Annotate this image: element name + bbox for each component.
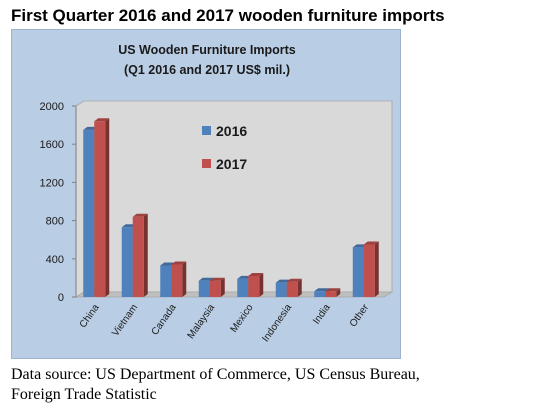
y-tick-label: 1600 <box>40 139 64 151</box>
x-tick-label-indonesia: Indonesia <box>260 302 294 344</box>
bar-chart: US Wooden Furniture Imports (Q1 2016 and… <box>11 29 401 359</box>
bar-top <box>363 241 379 245</box>
bar-side <box>182 261 187 297</box>
x-tick-label-china: China <box>78 302 102 330</box>
y-tick-label: 400 <box>46 254 64 266</box>
data-source-line-2: Foreign Trade Statistic <box>11 386 157 403</box>
bar-top <box>248 272 264 276</box>
x-tick-label-vietnam: Vietnam <box>110 302 140 338</box>
bar-side <box>220 277 225 297</box>
bar-top <box>209 277 225 281</box>
bar-top <box>132 213 148 217</box>
x-tick-label-canada: Canada <box>150 302 179 337</box>
bar-front <box>121 227 133 297</box>
data-source-note: Data source: US Department of Commerce, … <box>11 365 541 405</box>
y-tick-label: 2000 <box>40 101 64 113</box>
bar-front <box>198 280 210 297</box>
bar-side <box>259 272 264 297</box>
bar-indonesia-2017 <box>286 278 302 297</box>
legend-swatch-2017 <box>202 159 211 168</box>
bar-side <box>143 213 148 297</box>
bar-malaysia-2017 <box>209 277 225 297</box>
legend-label-2016: 2016 <box>216 123 247 139</box>
page-heading: First Quarter 2016 and 2017 wooden furni… <box>11 6 445 25</box>
bar-front <box>325 291 337 297</box>
bar-front <box>83 129 95 297</box>
bar-front <box>248 275 260 297</box>
bar-top <box>314 288 330 292</box>
chart-title: US Wooden Furniture Imports <box>118 43 296 57</box>
y-tick-label: 0 <box>58 292 64 304</box>
bar-side <box>297 278 302 297</box>
y-tick-label: 800 <box>46 216 64 228</box>
bar-top <box>286 278 302 282</box>
bar-front <box>314 291 326 297</box>
bar-front <box>160 265 172 297</box>
bar-front <box>352 247 364 297</box>
bar-front <box>209 280 221 297</box>
legend-label-2017: 2017 <box>216 156 247 172</box>
bar-side <box>336 288 341 297</box>
bar-vietnam-2017 <box>132 213 148 297</box>
bar-canada-2017 <box>171 261 187 297</box>
x-tick-label-india: India <box>311 302 333 326</box>
bar-front <box>237 278 249 297</box>
bar-top <box>198 277 214 281</box>
x-tick-label-mexico: Mexico <box>229 302 256 335</box>
bar-side <box>374 241 379 297</box>
legend-swatch-2016 <box>202 126 211 135</box>
bar-mexico-2017 <box>248 272 264 297</box>
bar-top <box>171 261 187 265</box>
chart-subtitle: (Q1 2016 and 2017 US$ mil.) <box>124 63 290 77</box>
bar-china-2017 <box>94 118 110 297</box>
x-tick-label-malaysia: Malaysia <box>186 302 218 341</box>
y-tick-label: 1200 <box>40 177 64 189</box>
chart-svg: US Wooden Furniture Imports (Q1 2016 and… <box>40 43 394 344</box>
bar-front <box>286 281 298 297</box>
bar-top <box>94 118 110 122</box>
bar-front <box>363 244 375 297</box>
bar-front <box>132 216 144 297</box>
bar-other-2017 <box>363 241 379 297</box>
legend: 2016 2017 <box>202 123 247 172</box>
bar-front <box>171 264 183 297</box>
bar-side <box>105 118 110 297</box>
bar-india-2017 <box>325 288 341 297</box>
x-tick-label-other: Other <box>348 302 372 329</box>
bar-top <box>325 288 341 292</box>
bar-front <box>275 282 287 297</box>
bar-front <box>94 121 106 297</box>
data-source-line-1: Data source: US Department of Commerce, … <box>11 366 420 383</box>
